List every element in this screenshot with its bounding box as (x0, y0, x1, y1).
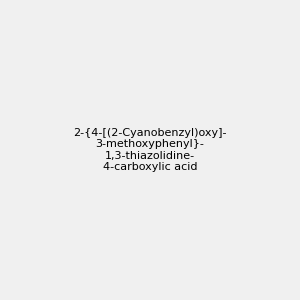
Text: 2-{4-[(2-Cyanobenzyl)oxy]-
3-methoxyphenyl}-
1,3-thiazolidine-
4-carboxylic acid: 2-{4-[(2-Cyanobenzyl)oxy]- 3-methoxyphen… (73, 128, 227, 172)
